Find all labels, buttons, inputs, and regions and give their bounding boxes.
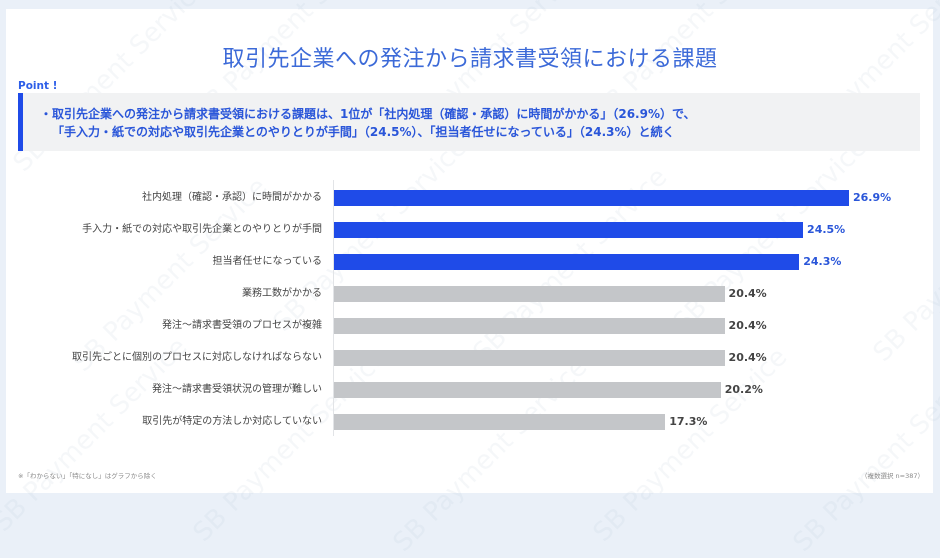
point-accent-bar <box>18 93 23 151</box>
category-label: 社内処理（確認・承認）に時間がかかる <box>142 192 322 203</box>
chart-row: 担当者任せになっている 24.3% <box>0 254 940 270</box>
value-label: 24.3% <box>803 255 842 268</box>
chart-row: 業務工数がかかる 20.4% <box>0 286 940 302</box>
category-label: 取引先が特定の方法しか対応していない <box>142 416 322 427</box>
value-label: 24.5% <box>807 223 846 236</box>
value-label: 20.2% <box>724 383 763 396</box>
value-label: 20.4% <box>728 319 767 332</box>
chart-row: 社内処理（確認・承認）に時間がかかる 26.9% <box>0 190 940 206</box>
chart-row: 発注～請求書受領のプロセスが複雑 20.4% <box>0 318 940 334</box>
point-line-2: 「手入力・紙での対応や取引先企業とのやりとりが手間」（24.5%）、「担当者任せ… <box>52 125 675 139</box>
point-label: Point ! <box>18 80 58 92</box>
category-label: 担当者任せになっている <box>212 256 323 267</box>
category-label: 取引先ごとに個別のプロセスに対応しなければならない <box>72 352 322 363</box>
point-summary-box: ・取引先企業への発注から請求書受領における課題は、1位が「社内処理（確認・承認）… <box>18 93 920 151</box>
chart-row: 発注～請求書受領状況の管理が難しい 20.2% <box>0 382 940 398</box>
value-label: 17.3% <box>669 415 708 428</box>
category-label: 発注～請求書受領状況の管理が難しい <box>152 384 322 395</box>
value-label: 26.9% <box>853 191 892 204</box>
bar <box>334 222 804 238</box>
bar <box>334 414 666 430</box>
footnote-exclusions: ※「わからない」「特になし」はグラフから除く <box>18 472 157 480</box>
bar <box>334 286 725 302</box>
point-summary-text: ・取引先企業への発注から請求書受領における課題は、1位が「社内処理（確認・承認）… <box>40 105 696 141</box>
point-line-1: ・取引先企業への発注から請求書受領における課題は、1位が「社内処理（確認・承認）… <box>40 107 696 121</box>
chart-axis-line <box>333 180 334 436</box>
bar <box>334 318 725 334</box>
value-label: 20.4% <box>728 351 767 364</box>
footnote-sample-size: （複数選択 n=387） <box>860 472 924 480</box>
bar <box>334 254 800 270</box>
chart-row: 取引先が特定の方法しか対応していない 17.3% <box>0 414 940 430</box>
category-label: 発注～請求書受領のプロセスが複雑 <box>162 320 322 331</box>
bar <box>334 190 849 206</box>
bar <box>334 350 725 366</box>
value-label: 20.4% <box>728 287 767 300</box>
category-label: 手入力・紙での対応や取引先企業とのやりとりが手間 <box>82 224 322 235</box>
bar <box>334 382 721 398</box>
report-card <box>6 9 933 493</box>
page-title: 取引先企業への発注から請求書受領における課題 <box>222 46 718 72</box>
category-label: 業務工数がかかる <box>242 288 322 299</box>
chart-row: 取引先ごとに個別のプロセスに対応しなければならない 20.4% <box>0 350 940 366</box>
chart-row: 手入力・紙での対応や取引先企業とのやりとりが手間 24.5% <box>0 222 940 238</box>
